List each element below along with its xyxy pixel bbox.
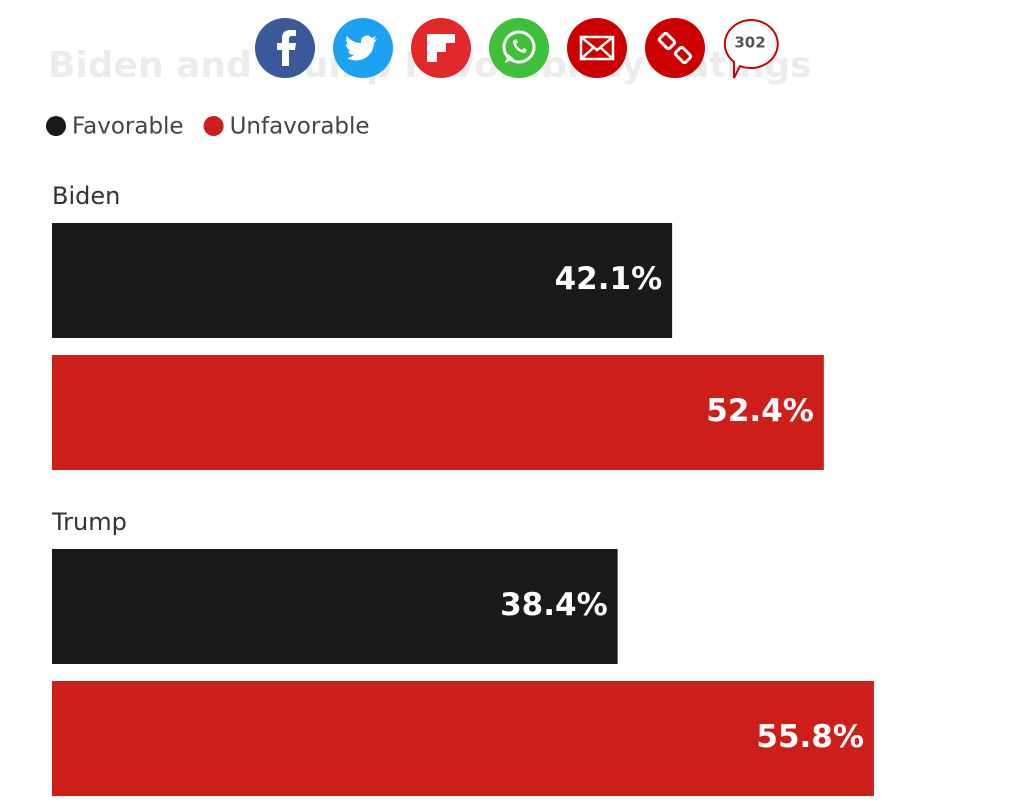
- legend-label: Favorable: [72, 114, 184, 140]
- comment-count: 302: [734, 34, 765, 52]
- legend-swatch: [203, 116, 224, 136]
- category-label: Trump: [51, 508, 127, 536]
- value-label: 55.8%: [756, 719, 864, 755]
- twitter-button[interactable]: [333, 18, 393, 78]
- category-label: Biden: [52, 182, 120, 210]
- whatsapp-button[interactable]: [489, 18, 549, 78]
- facebook-button[interactable]: [255, 18, 315, 78]
- value-label: 42.1%: [555, 261, 663, 297]
- comments-button[interactable]: 302: [723, 18, 779, 79]
- bar: [52, 223, 673, 338]
- bar: [52, 549, 618, 664]
- value-label: 52.4%: [706, 393, 814, 429]
- value-label: 38.4%: [500, 587, 608, 623]
- copy-link-button[interactable]: [645, 18, 705, 78]
- share-bar: 302: [255, 18, 779, 79]
- legend-label: Unfavorable: [230, 114, 370, 140]
- flipboard-button[interactable]: [411, 18, 471, 78]
- bar: [52, 355, 824, 470]
- legend-swatch: [46, 116, 66, 136]
- email-button[interactable]: [567, 18, 627, 78]
- bar: [52, 681, 874, 796]
